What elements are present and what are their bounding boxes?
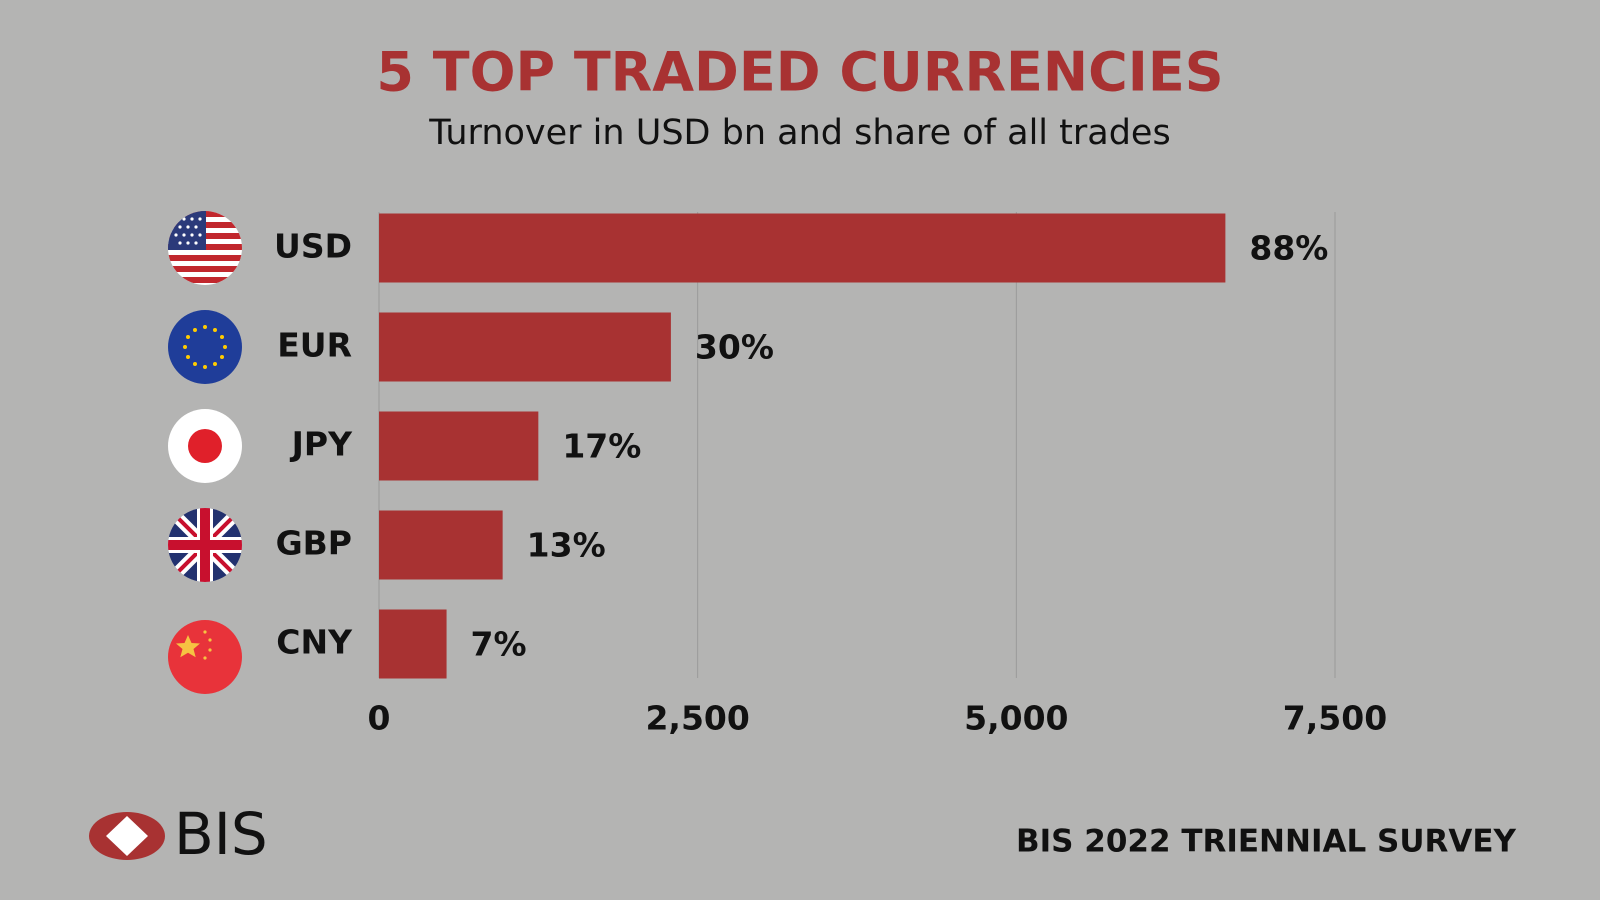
category-label: EUR — [277, 326, 352, 365]
category-label: GBP — [276, 524, 352, 563]
bar — [379, 213, 1226, 283]
category-label: USD — [274, 227, 352, 266]
chart-subtitle: Turnover in USD bn and share of all trad… — [428, 113, 1170, 153]
flag-cny — [168, 620, 242, 694]
bar — [379, 312, 671, 382]
flag-gbp — [168, 508, 242, 582]
bar — [379, 510, 503, 580]
grid — [378, 212, 1336, 678]
logo: BIS — [89, 800, 268, 868]
category-label: JPY — [290, 425, 353, 464]
bar — [379, 609, 447, 679]
x-tick-label: 0 — [368, 699, 391, 738]
bar — [379, 411, 539, 481]
share-label: 13% — [527, 526, 606, 565]
flag-usd — [168, 211, 242, 285]
share-label: 17% — [562, 427, 641, 466]
flag-eur — [168, 310, 242, 384]
x-tick-label: 2,500 — [645, 699, 749, 738]
x-tick-label: 5,000 — [964, 699, 1068, 738]
share-label: 7% — [471, 625, 527, 664]
logo-text: BIS — [174, 800, 268, 868]
chart-title: 5 TOP TRADED CURRENCIES — [376, 41, 1223, 104]
flag-jpy — [168, 409, 242, 483]
x-tick-label: 7,500 — [1283, 699, 1387, 738]
source: BIS 2022 TRIENNIAL SURVEY — [1016, 824, 1517, 860]
category-label: CNY — [276, 623, 353, 662]
share-label: 88% — [1249, 229, 1328, 268]
share-label: 30% — [695, 328, 774, 367]
